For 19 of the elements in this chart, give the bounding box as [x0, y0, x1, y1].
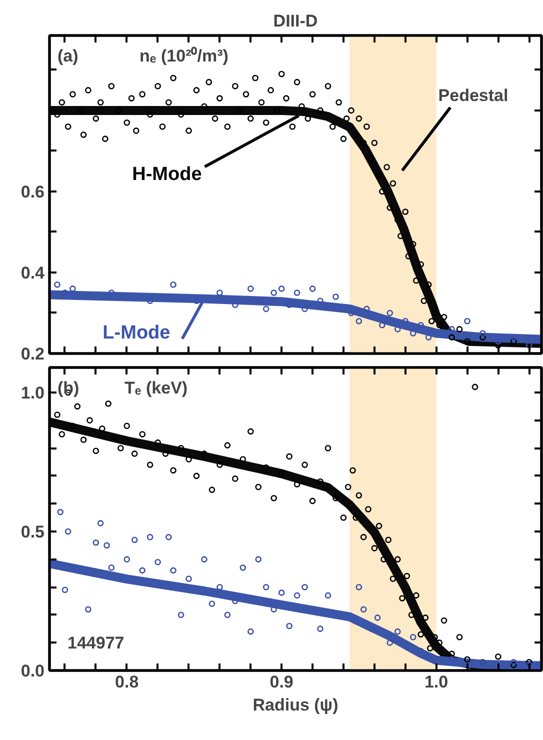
text: H-Mode — [132, 164, 202, 186]
x-tick-label: 0.9 — [270, 672, 294, 692]
annotation: (b) — [58, 378, 80, 398]
x-tick-label: 1.0 — [424, 672, 448, 692]
y-tick-label: 0.6 — [20, 182, 45, 202]
y-tick-label: 0.4 — [20, 263, 46, 282]
y-tick-label: 0.5 — [20, 522, 45, 542]
series-label: L-Mode — [102, 322, 170, 344]
chart-title: DIII-D — [273, 12, 318, 30]
y-axis-title: Tₑ (keV) — [124, 378, 188, 398]
annotation: 144977 — [68, 634, 124, 652]
band-label: Pedestal — [438, 86, 508, 105]
y-tick-label: 1.0 — [20, 384, 45, 403]
x-tick-label: 0.8 — [115, 672, 139, 692]
x-axis-title: Radius (ψ) — [252, 696, 338, 714]
y-axis-title: nₑ (10²⁰/m³) — [140, 46, 228, 66]
y-tick-label: 0.2 — [20, 344, 45, 364]
annotation: (a) — [58, 46, 78, 66]
y-tick-label: 0.0 — [20, 662, 45, 680]
